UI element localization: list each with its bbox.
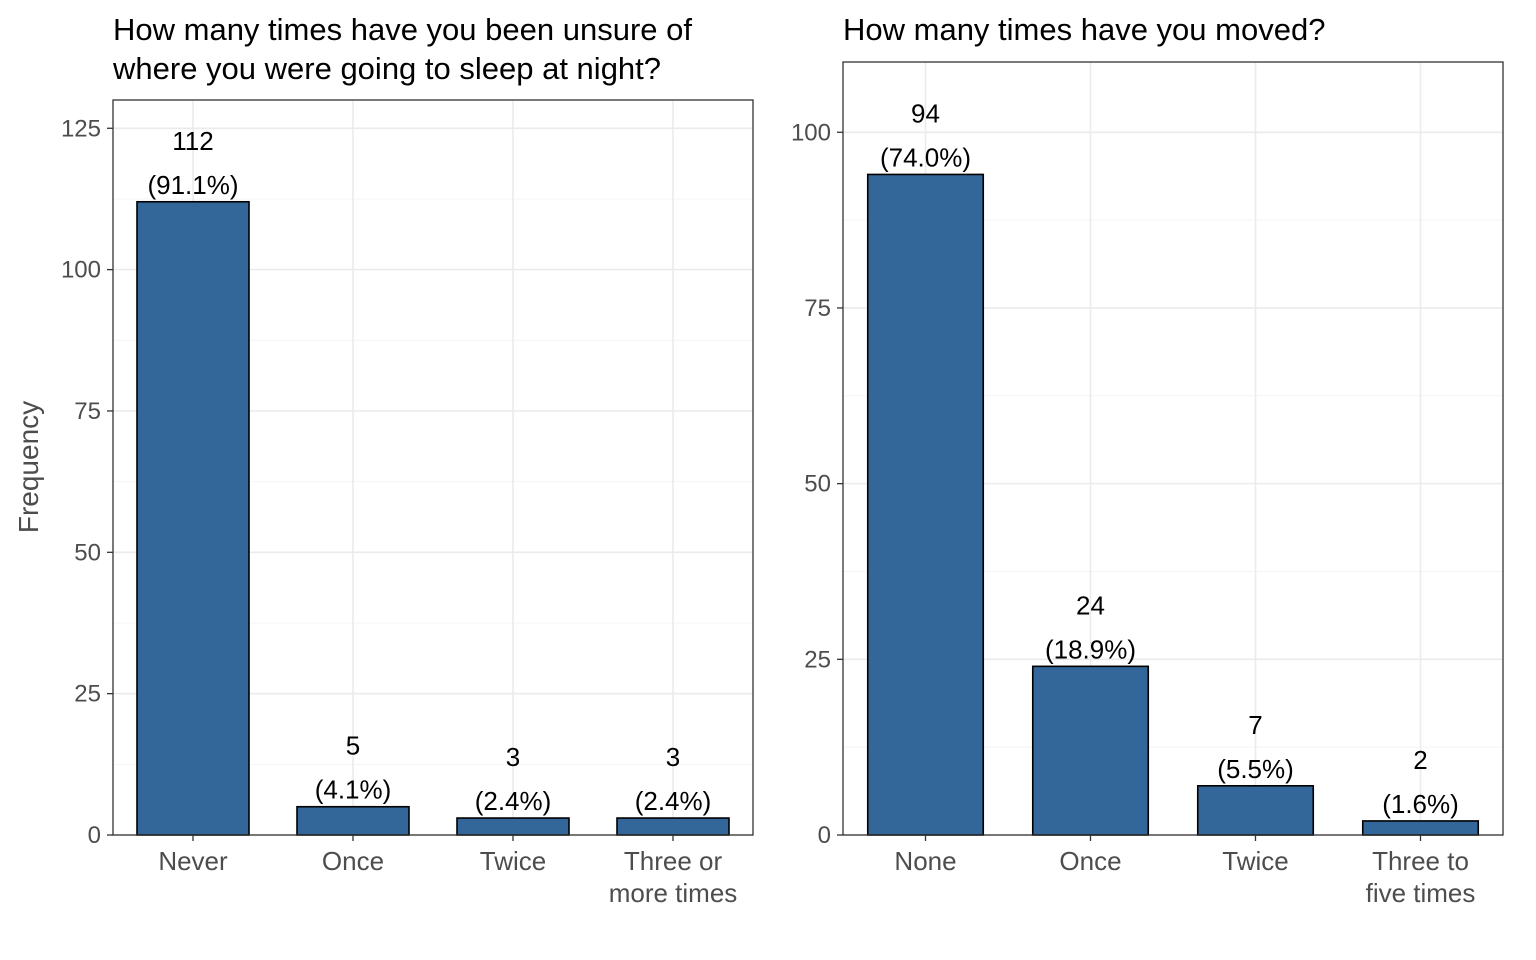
bar-2 bbox=[456, 817, 570, 836]
bar-percent-label: (1.6%) bbox=[1382, 789, 1459, 819]
panel-border bbox=[842, 61, 1504, 836]
chart-title: How many times have you been unsure of wh… bbox=[112, 12, 692, 86]
bar-1 bbox=[296, 805, 410, 836]
bar-2 bbox=[1196, 785, 1315, 836]
bar-count-label: 2 bbox=[1413, 745, 1427, 775]
bar-3 bbox=[616, 817, 730, 836]
bar-count-label: 24 bbox=[1076, 590, 1105, 620]
y-tick-label: 0 bbox=[818, 822, 831, 849]
y-tick-label: 100 bbox=[61, 257, 101, 284]
bar-count-label: 112 bbox=[172, 126, 213, 156]
bar-count-label: 3 bbox=[666, 742, 680, 772]
y-tick-label: 50 bbox=[804, 471, 831, 498]
x-tick-label-line: Never bbox=[158, 846, 228, 876]
y-axis-label: Frequency bbox=[13, 401, 44, 533]
y-tick-label: 25 bbox=[74, 681, 101, 708]
x-tick-label: Three or more times bbox=[609, 846, 738, 908]
bar-count-label: 7 bbox=[1248, 710, 1262, 740]
y-tick-label: 75 bbox=[804, 295, 831, 322]
x-tick-label-line: None bbox=[894, 846, 956, 876]
y-tick-label: 75 bbox=[74, 398, 101, 425]
bar-count-label: 94 bbox=[911, 98, 940, 128]
bar-percent-label: (91.1%) bbox=[147, 170, 238, 200]
x-tick-label: None bbox=[894, 846, 956, 876]
bar-percent-label: (2.4%) bbox=[475, 786, 552, 816]
x-tick-label: Twice bbox=[1222, 846, 1288, 876]
chart-title-line: How many times have you been unsure of bbox=[113, 12, 692, 47]
left-chart-panel: How many times have you been unsure of wh… bbox=[61, 12, 754, 908]
bar-percent-label: (4.1%) bbox=[315, 775, 392, 805]
bar-count-label: 5 bbox=[346, 731, 360, 761]
y-tick-label: 0 bbox=[88, 822, 101, 849]
bar-0 bbox=[136, 200, 250, 836]
x-tick-label-line: more times bbox=[609, 878, 738, 908]
right-chart-panel: How many times have you moved? (74.0%) 94 (… bbox=[791, 12, 1504, 908]
x-tick-label: Three to five times bbox=[1366, 846, 1476, 908]
bar-percent-label: (18.9%) bbox=[1045, 634, 1136, 664]
x-tick-label-line: five times bbox=[1366, 878, 1476, 908]
bar-percent-label: (5.5%) bbox=[1217, 754, 1294, 784]
bar-percent-label: (2.4%) bbox=[635, 786, 712, 816]
y-tick-label: 50 bbox=[74, 539, 101, 566]
x-tick-label-line: Three to bbox=[1372, 846, 1469, 876]
y-tick-label: 25 bbox=[804, 646, 831, 673]
chart-title: How many times have you moved? bbox=[843, 12, 1325, 47]
bar-percent-label: (74.0%) bbox=[880, 142, 971, 172]
x-tick-label-line: Once bbox=[322, 846, 384, 876]
x-tick-label-line: Once bbox=[1059, 846, 1121, 876]
x-tick-label: Once bbox=[1059, 846, 1121, 876]
x-tick-label: Once bbox=[322, 846, 384, 876]
bar-3 bbox=[1361, 820, 1480, 836]
y-tick-label: 125 bbox=[61, 115, 101, 142]
chart-title-line: How many times have you moved? bbox=[843, 12, 1325, 47]
bar-0 bbox=[866, 173, 985, 836]
bar-count-label: 3 bbox=[506, 742, 520, 772]
x-tick-label-line: Twice bbox=[1222, 846, 1288, 876]
chart-title-line: where you were going to sleep at night? bbox=[112, 51, 661, 86]
x-tick-label-line: Twice bbox=[480, 846, 546, 876]
bar-1 bbox=[1031, 665, 1150, 836]
x-tick-label: Never bbox=[158, 846, 228, 876]
x-tick-label: Twice bbox=[480, 846, 546, 876]
panel-border bbox=[112, 99, 754, 836]
x-tick-label-line: Three or bbox=[624, 846, 723, 876]
y-tick-label: 100 bbox=[791, 119, 831, 146]
